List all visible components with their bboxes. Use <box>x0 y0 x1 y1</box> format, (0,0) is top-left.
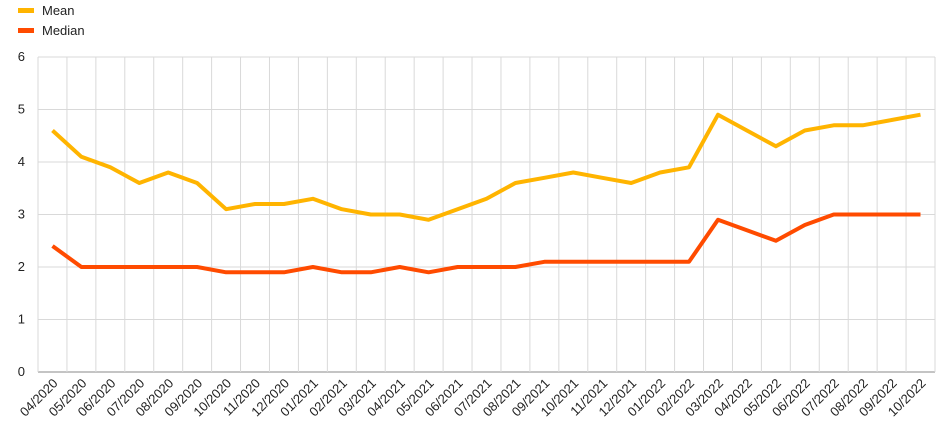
y-tick-label: 1 <box>18 312 25 327</box>
y-tick-label: 0 <box>18 364 25 379</box>
legend-item-median: Median <box>18 20 85 40</box>
series-line-median <box>51 212 921 275</box>
y-tick-label: 2 <box>18 259 25 274</box>
y-tick-label: 5 <box>18 102 25 117</box>
legend-label-mean: Mean <box>42 2 75 18</box>
y-tick-label: 6 <box>18 49 25 64</box>
series-line-mean <box>51 112 921 222</box>
y-tick-label: 4 <box>18 154 25 169</box>
y-tick-label: 3 <box>18 207 25 222</box>
legend-item-mean: Mean <box>18 0 85 20</box>
legend-swatch-median <box>18 27 34 33</box>
legend: Mean Median <box>18 0 85 40</box>
legend-swatch-mean <box>18 7 34 13</box>
legend-label-median: Median <box>42 22 85 38</box>
